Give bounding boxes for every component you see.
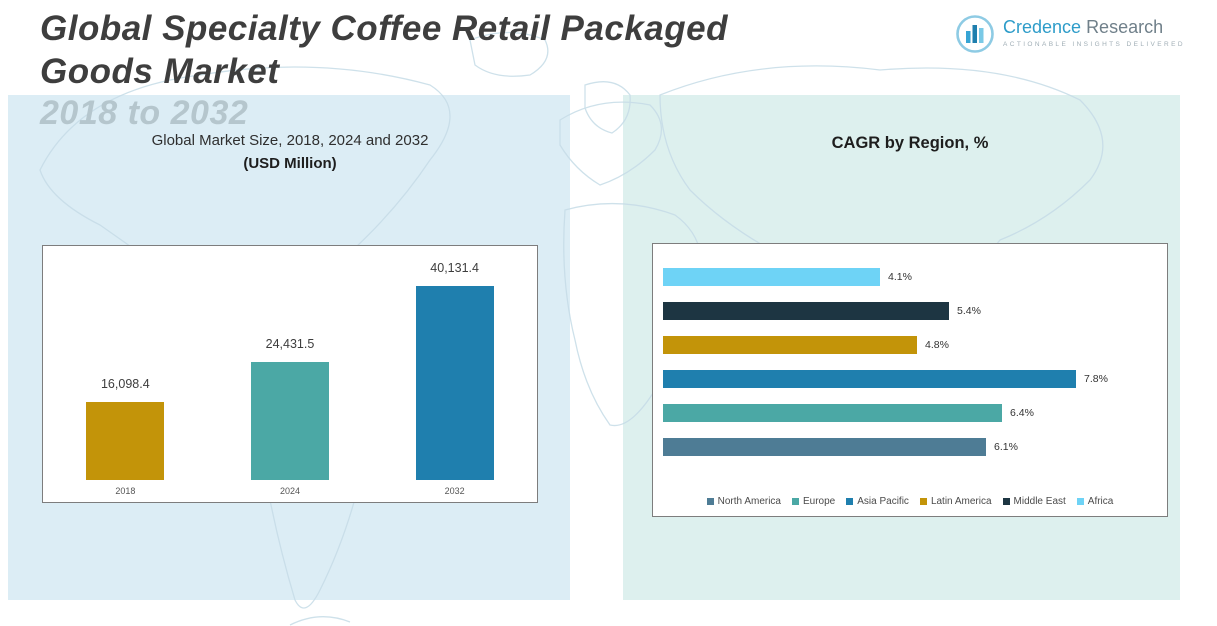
cagr-value-label: 4.1%	[888, 271, 912, 283]
cagr-value-label: 6.4%	[1010, 407, 1034, 419]
legend-label: Africa	[1087, 496, 1114, 507]
page-title-line2: Goods Market	[40, 51, 280, 91]
page-title-line1: Global Specialty Coffee Retail Packaged	[40, 9, 728, 48]
cagr-bar-africa	[663, 268, 880, 286]
cagr-chart-title: CAGR by Region, %	[831, 134, 989, 152]
cagr-bar-latin-america	[663, 336, 917, 354]
legend-label: Europe	[803, 496, 836, 507]
cagr-value-label: 4.8%	[925, 339, 949, 351]
page-title: Global Specialty Coffee Retail Packaged …	[40, 8, 728, 93]
legend-marker-icon	[919, 498, 927, 505]
bar-category-label: 2024	[279, 486, 300, 496]
legend-label: North America	[717, 496, 781, 507]
logo-bars-icon	[956, 15, 994, 53]
bar-column-2018: 16,098.4 2018	[86, 246, 165, 502]
market-size-chart-title: Global Market Size, 2018, 2024 and 2032	[151, 132, 429, 149]
legend-marker-icon	[706, 498, 714, 505]
cagr-value-label: 7.8%	[1084, 373, 1108, 385]
logo-brand-secondary: Research	[1086, 17, 1164, 37]
logo-brand-primary: Credence	[1003, 17, 1082, 37]
bar-category-label: 2032	[444, 486, 465, 496]
legend-marker-icon	[792, 498, 799, 505]
legend-label: Middle East	[1013, 496, 1066, 507]
legend-item-latin-america: Latin America	[919, 496, 992, 507]
legend-item-north-america: North America	[706, 496, 781, 507]
bar-2024	[250, 362, 329, 480]
cagr-row-asia-pacific: 7.8%	[663, 370, 1157, 388]
cagr-row-europe: 6.4%	[663, 404, 1157, 422]
legend-item-europe: Europe	[792, 496, 835, 507]
cagr-bar-asia-pacific	[663, 370, 1076, 388]
bar-2018	[86, 402, 165, 480]
cagr-row-middle-east: 5.4%	[663, 302, 1157, 320]
cagr-chart: 4.1% 5.4% 4.8% 7.8% 6.4% 6.1% North America Eu…	[652, 243, 1168, 517]
bar-value-label: 16,098.4	[100, 377, 150, 391]
legend-item-asia-pacific: Asia Pacific	[846, 496, 909, 507]
bar-value-label: 40,131.4	[430, 261, 479, 275]
bar-column-2024: 24,431.5 2024	[250, 246, 329, 502]
legend-label: Asia Pacific	[857, 496, 909, 507]
market-size-chart: 16,098.4 2018 24,431.5 2024 40,131.4 2032	[42, 245, 538, 503]
bar-column-2032: 40,131.4 2032	[415, 246, 494, 502]
legend-marker-icon	[1076, 498, 1084, 505]
legend-label: Latin America	[930, 496, 992, 507]
cagr-value-label: 6.1%	[994, 441, 1018, 453]
bar-value-label: 24,431.5	[265, 337, 315, 351]
legend-marker-icon	[1002, 498, 1010, 505]
page-subtitle: 2018 to 2032	[40, 94, 249, 132]
cagr-row-africa: 4.1%	[663, 268, 1157, 286]
cagr-legend: North America Europe Asia Pacific Latin Ame…	[653, 496, 1167, 507]
cagr-bar-europe	[663, 404, 1002, 422]
cagr-row-latin-america: 4.8%	[663, 336, 1157, 354]
market-size-columns: 16,098.4 2018 24,431.5 2024 40,131.4 2032	[43, 246, 537, 502]
cagr-row-north-america: 6.1%	[663, 438, 1157, 456]
cagr-bar-north-america	[663, 438, 986, 456]
legend-item-africa: Africa	[1076, 496, 1114, 507]
logo-text: Credence Research Actionable Insights De…	[1003, 14, 1185, 48]
legend-item-middle-east: Middle East	[1002, 496, 1066, 507]
cagr-bar-rows: 4.1% 5.4% 4.8% 7.8% 6.4% 6.1%	[663, 268, 1157, 472]
market-size-chart-units: (USD Million)	[243, 155, 337, 172]
logo-tagline: Actionable Insights Delivered	[1003, 40, 1185, 48]
cagr-value-label: 5.4%	[957, 305, 981, 317]
bar-category-label: 2018	[115, 486, 136, 496]
cagr-bar-middle-east	[663, 302, 949, 320]
legend-marker-icon	[846, 498, 854, 505]
logo-brand: Credence Research	[1003, 14, 1185, 38]
credence-research-logo: Credence Research Actionable Insights De…	[955, 14, 1185, 54]
bar-2032	[415, 286, 494, 480]
